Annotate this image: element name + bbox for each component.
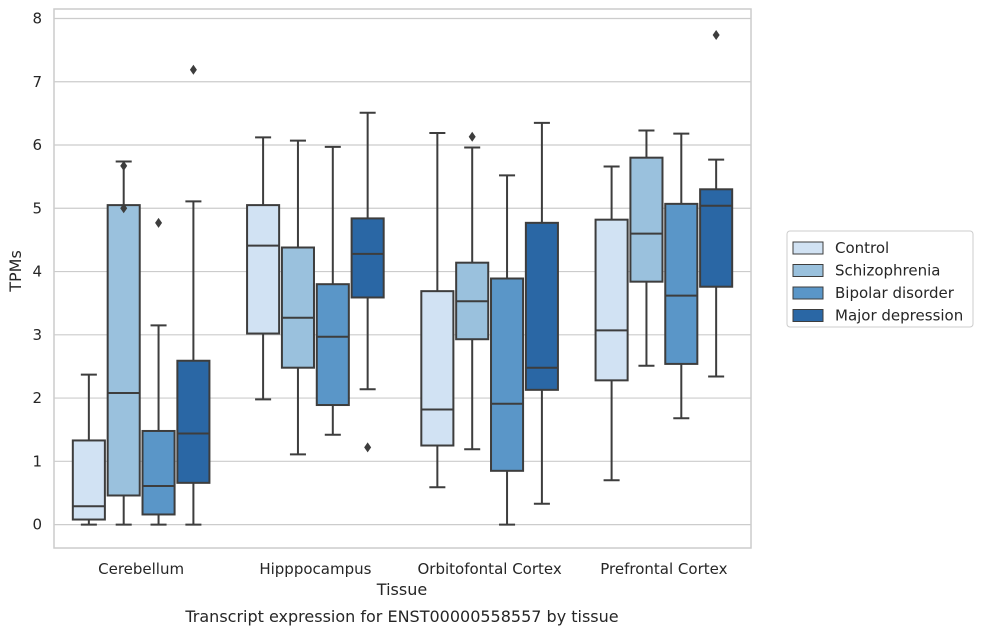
box-1-2 <box>315 145 350 436</box>
outlier-point <box>468 131 476 142</box>
y-tick-label: 3 <box>32 326 42 344</box>
x-tick-label: Orbitofontal Cortex <box>418 560 562 578</box>
x-tick-label: Hipppocampus <box>259 560 371 578</box>
y-tick-label: 6 <box>32 136 42 154</box>
legend: Control Schizophrenia Bipolar disorder Majo… <box>786 230 974 328</box>
legend-swatch <box>792 286 824 300</box>
box-body <box>71 439 106 521</box>
box-2-0 <box>420 131 455 489</box>
box-body <box>106 204 141 497</box>
box-2-1 <box>455 131 490 451</box>
outlier-point <box>155 217 163 228</box>
y-tick-label: 1 <box>32 452 42 470</box>
y-tick-label: 4 <box>32 263 42 281</box>
box-2-2 <box>490 174 525 526</box>
box-body <box>629 156 664 283</box>
y-tick-label: 2 <box>32 389 42 407</box>
box-0-0 <box>71 373 106 526</box>
box-3-0 <box>594 165 629 482</box>
box-1-0 <box>246 136 281 401</box>
outlier-point <box>120 160 128 171</box>
box-2-3 <box>524 121 559 505</box>
legend-entry: Major depression <box>835 307 963 325</box>
box-body <box>664 202 699 365</box>
outlier-point <box>364 442 372 453</box>
box-body <box>490 277 525 472</box>
legend-swatch <box>792 264 824 277</box>
y-tick-label: 7 <box>32 73 42 91</box>
y-tick-labels: 0 1 2 3 4 5 6 7 8 <box>32 9 42 533</box>
chart-caption: Transcript expression for ENST0000055855… <box>184 607 618 626</box>
outlier-point <box>712 29 720 40</box>
outlier-point <box>189 64 197 75</box>
x-axis-label: Tissue <box>376 580 427 599</box>
legend-entry: Schizophrenia <box>835 262 940 280</box>
box-3-1 <box>629 129 664 367</box>
legend-swatch <box>792 241 824 255</box>
box-body <box>420 290 455 447</box>
box-0-3 <box>176 64 211 526</box>
box-body <box>246 204 281 335</box>
box-body <box>141 429 176 516</box>
legend-frame <box>786 230 974 328</box>
box-body <box>594 218 629 382</box>
box-1-3 <box>350 111 385 453</box>
box-body <box>350 217 385 299</box>
x-tick-label: Cerebellum <box>98 560 184 578</box>
box-body <box>699 188 734 288</box>
y-tick-label: 0 <box>32 516 42 534</box>
box-body <box>524 221 559 391</box>
legend-entry: Control <box>835 239 889 257</box>
box-body <box>176 359 211 484</box>
x-tick-labels: Cerebellum Hipppocampus Orbitofontal Corte… <box>98 560 727 578</box>
plot-frame <box>53 8 752 549</box>
legend-entry: Bipolar disorder <box>835 284 955 302</box>
box-3-3 <box>699 29 734 378</box>
box-3-2 <box>664 132 699 420</box>
y-tick-label: 8 <box>32 9 42 27</box>
box-body <box>280 246 315 369</box>
y-tick-label: 5 <box>32 199 42 217</box>
box-body <box>315 283 350 407</box>
y-axis-label: TPMs <box>6 250 25 293</box>
box-0-2 <box>141 217 176 526</box>
legend-swatch <box>792 309 824 322</box>
outlier-point <box>120 203 128 214</box>
boxes <box>71 29 734 526</box>
box-1-1 <box>280 139 315 456</box>
box-0-1 <box>106 160 141 526</box>
x-tick-label: Prefrontal Cortex <box>600 560 727 578</box>
